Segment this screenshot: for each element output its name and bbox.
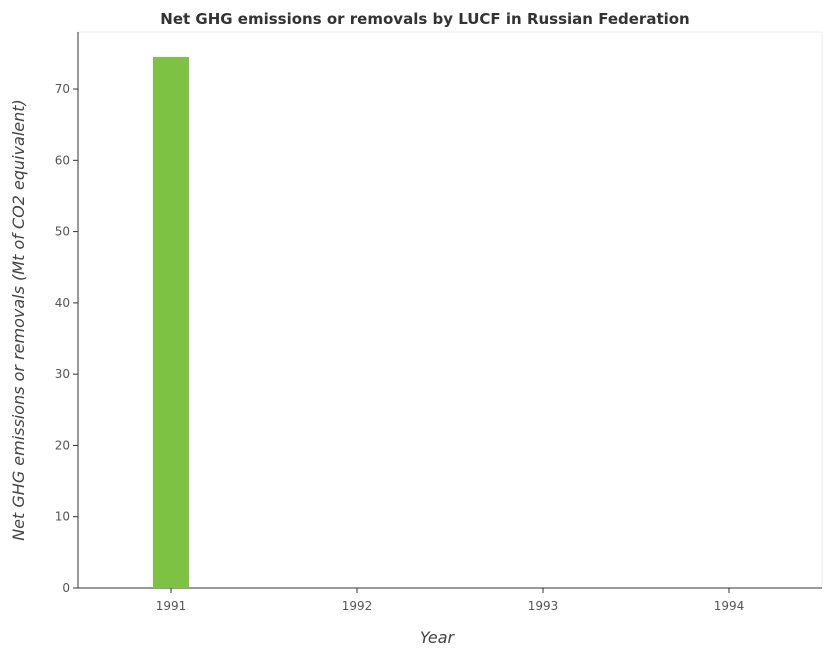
chart-title: Net GHG emissions or removals by LUCF in… (160, 10, 689, 28)
y-tick-label: 20 (55, 438, 70, 452)
y-tick-label: 10 (55, 510, 70, 524)
y-tick-label: 30 (55, 367, 70, 381)
y-tick-label: 60 (55, 153, 70, 167)
y-tick-label: 50 (55, 225, 70, 239)
x-tick-label: 1991 (156, 599, 187, 613)
y-tick-label: 70 (55, 82, 70, 96)
x-tick-label: 1992 (342, 599, 373, 613)
plot-area: 0 10 20 30 40 50 60 70 1991 1992 1993 1994 (55, 31, 823, 613)
y-tick-label: 40 (55, 296, 70, 310)
y-axis-title: Net GHG emissions or removals (Mt of CO2… (9, 99, 28, 541)
bar-1991 (153, 56, 189, 588)
x-tick-label: 1994 (714, 599, 745, 613)
x-axis-title: Year (420, 628, 456, 647)
x-tick-label: 1993 (528, 599, 559, 613)
plot-border (77, 31, 823, 589)
y-tick-label: 0 (62, 581, 70, 595)
